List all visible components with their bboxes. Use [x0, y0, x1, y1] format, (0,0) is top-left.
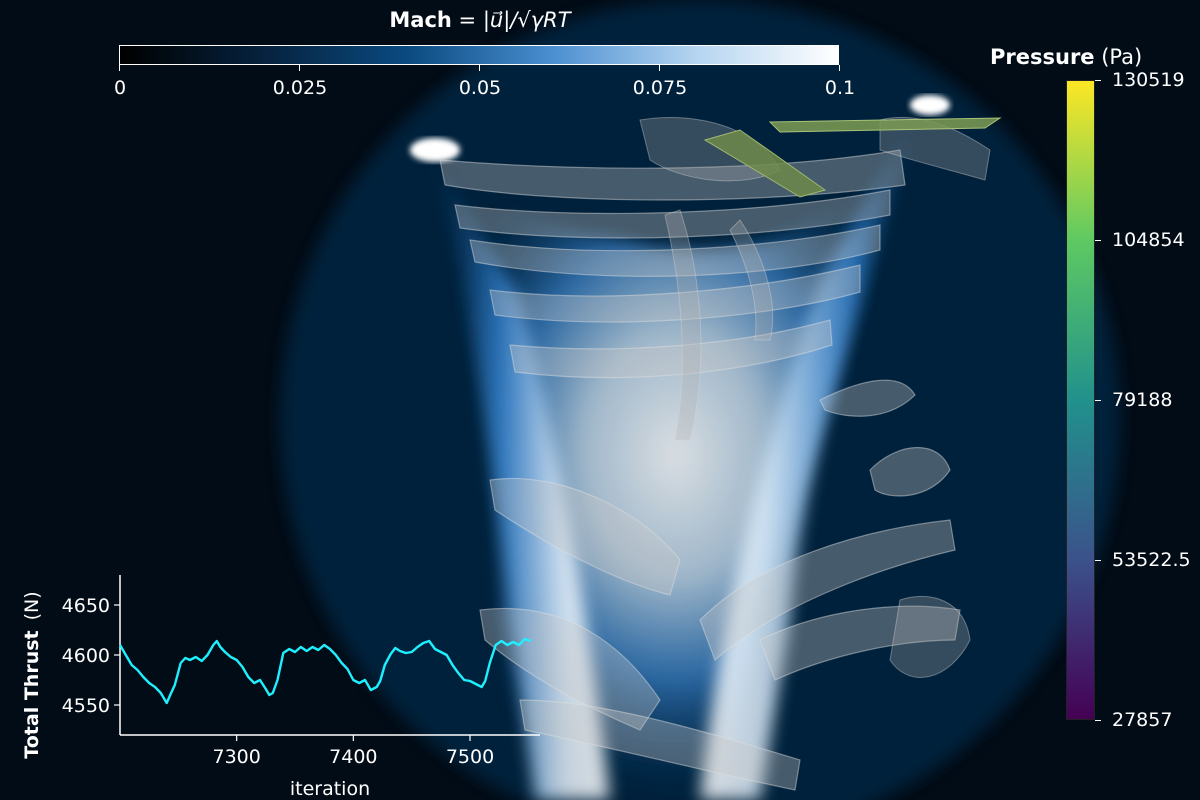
pressure-colorbar — [1066, 80, 1095, 720]
mach-tick-mark — [479, 65, 480, 71]
mach-tick-mark — [839, 65, 840, 71]
chart-axes: 4550 4600 4650 7300 7400 7500 — [62, 575, 540, 768]
y-tick-label: 4550 — [62, 695, 110, 717]
pressure-tick-mark — [1095, 80, 1101, 81]
mach-tick-mark — [299, 65, 300, 71]
pressure-tick-mark — [1095, 240, 1101, 241]
thrust-series-line — [118, 637, 532, 705]
mach-tick-label: 0.05 — [458, 77, 502, 99]
mach-tick-label: 0.1 — [824, 77, 856, 99]
mach-tick-label: 0 — [113, 77, 127, 99]
pressure-tick-label: 53522.5 — [1112, 549, 1191, 571]
mach-colorbar — [119, 45, 839, 65]
y-axis-label: Total Thrust (N) — [21, 591, 43, 758]
mach-tick-mark — [659, 65, 660, 71]
pressure-tick-label: 130519 — [1112, 69, 1185, 91]
y-tick-label: 4600 — [62, 645, 110, 667]
pressure-tick-label: 27857 — [1112, 709, 1173, 731]
x-axis-label: iteration — [290, 778, 370, 800]
x-tick-label: 7300 — [212, 746, 260, 768]
pressure-colorbar-title: Pressure (Pa) — [990, 45, 1143, 69]
mach-tick-label: 0.025 — [272, 77, 328, 99]
pressure-tick-mark — [1095, 720, 1101, 721]
pressure-tick-label: 104854 — [1112, 229, 1185, 251]
pressure-tick-label: 79188 — [1112, 389, 1173, 411]
chart-series — [118, 637, 532, 705]
thrust-line-chart: 4550 4600 4650 7300 7400 7500 Total Thrust (N… — [21, 575, 540, 800]
mach-tick-mark — [119, 65, 120, 71]
pressure-tick-mark — [1095, 400, 1101, 401]
y-tick-label: 4650 — [62, 595, 110, 617]
mach-colorbar-title: Mach = |u⃗|/√γRT — [389, 8, 571, 32]
mach-tick-label: 0.075 — [632, 77, 688, 99]
x-tick-label: 7500 — [446, 746, 494, 768]
pressure-tick-mark — [1095, 560, 1101, 561]
x-tick-label: 7400 — [329, 746, 377, 768]
